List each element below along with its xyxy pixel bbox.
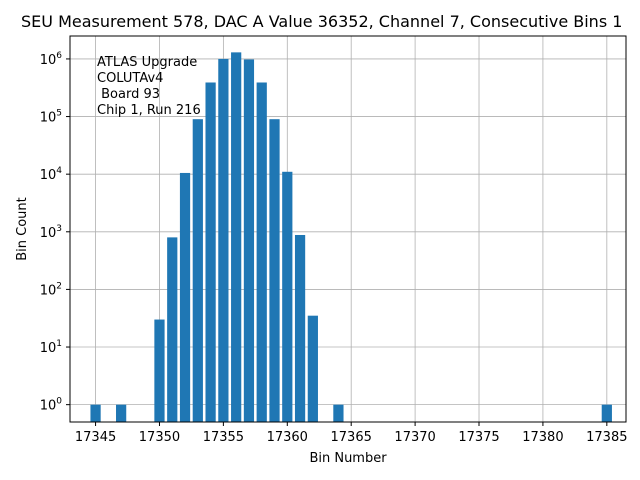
bar [307, 315, 318, 422]
x-axis-ticks: 17345 17350 17355 17360 17365 17370 17375 17380… [75, 422, 628, 445]
annotation-line: COLUTAv4 [97, 71, 163, 86]
bar [282, 171, 293, 422]
x-tick-label: 17365 [331, 430, 372, 445]
y-tick-label: 106 [40, 51, 63, 68]
bar [179, 172, 191, 422]
bars [90, 52, 612, 423]
bar [269, 119, 280, 422]
y-tick-label: 104 [40, 166, 63, 183]
annotation-line: Board 93 [97, 87, 160, 102]
annotation-line: ATLAS Upgrade [97, 55, 197, 70]
bar [231, 52, 242, 423]
y-axis-ticks: 100 101 102 103 104 105 106 [40, 51, 70, 414]
bar [243, 59, 255, 422]
y-tick-label: 101 [40, 339, 62, 356]
x-tick-label: 17385 [586, 430, 627, 445]
y-tick-label: 105 [40, 109, 62, 126]
x-axis-label: Bin Number [309, 451, 387, 466]
bar [192, 119, 203, 422]
x-tick-label: 17350 [139, 430, 180, 445]
x-tick-label: 17375 [458, 430, 499, 445]
x-tick-label: 17355 [203, 430, 244, 445]
bar [601, 404, 612, 422]
bar [256, 82, 267, 423]
bar [205, 82, 216, 423]
x-tick-label: 17380 [522, 430, 563, 445]
y-tick-label: 100 [40, 397, 63, 414]
annotation-line: Chip 1, Run 216 [97, 103, 201, 118]
chart-title: SEU Measurement 578, DAC A Value 36352, … [21, 12, 622, 31]
bar [90, 404, 101, 422]
bar [333, 404, 344, 422]
y-tick-label: 103 [40, 224, 62, 241]
bar [294, 234, 306, 422]
bar [167, 237, 178, 422]
x-tick-label: 17360 [267, 430, 308, 445]
x-tick-label: 17370 [394, 430, 435, 445]
bar [218, 58, 229, 422]
bar [116, 404, 127, 422]
plot-frame [69, 35, 627, 423]
bar [154, 319, 165, 422]
x-tick-label: 17345 [75, 430, 116, 445]
y-axis-label: Bin Count [15, 197, 30, 261]
y-tick-label: 102 [40, 281, 62, 298]
